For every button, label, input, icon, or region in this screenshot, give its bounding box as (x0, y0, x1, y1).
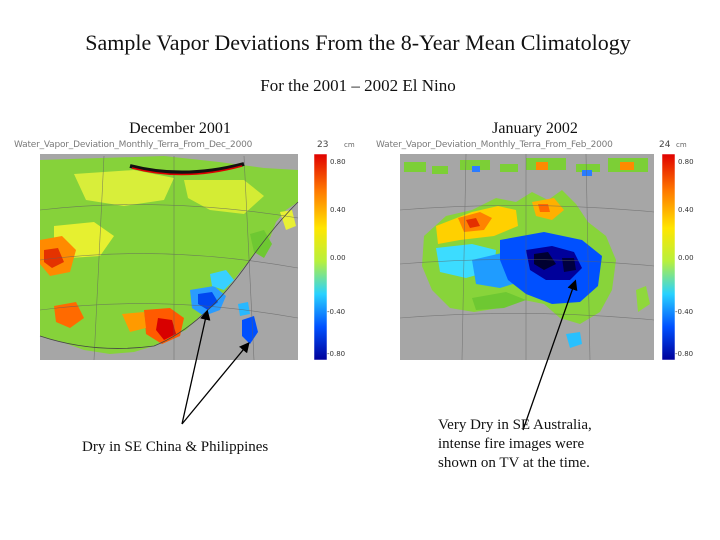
map-header-text: Water_Vapor_Deviation_Monthly_Terra_From… (376, 140, 613, 150)
annotation-se-china: Dry in SE China & Philippines (82, 439, 269, 455)
arrow-to-se-china (181, 309, 211, 425)
map-panel-australia: Water_Vapor_Deviation_Monthly_Terra_From… (376, 140, 706, 360)
colorbar-tick: 0.80 (678, 158, 694, 166)
colorbar-tick: 0.40 (678, 206, 694, 214)
panel-number: 23 (317, 140, 329, 150)
colorbar-tick: -0.80 (327, 350, 346, 358)
month-label-december: December 2001 (129, 120, 231, 137)
colorbar (661, 153, 676, 360)
annotation-se-australia: Very Dry in SE Australia, intense fire i… (438, 416, 592, 473)
colorbar (313, 153, 328, 360)
colorbar-tick: 0.40 (330, 206, 346, 214)
annotation-line: intense fire images were (438, 436, 585, 452)
panel-number: 24 (659, 140, 671, 150)
colorbar-tick: 0.00 (678, 254, 694, 262)
colorbar-tick: -0.40 (327, 308, 346, 316)
arrow-to-se-australia (522, 279, 578, 431)
slide-subtitle: For the 2001 – 2002 El Nino (260, 76, 456, 95)
map-header-text: Water_Vapor_Deviation_Monthly_Terra_From… (14, 140, 253, 150)
arrow-to-philippines (181, 341, 250, 425)
colorbar-tick: 0.00 (330, 254, 346, 262)
month-label-january: January 2002 (492, 120, 578, 137)
asia-deviation-map (39, 153, 328, 360)
colorbar-tick: 0.80 (330, 158, 346, 166)
annotation-line: shown on TV at the time. (438, 455, 590, 471)
map-panel-asia: Water_Vapor_Deviation_Monthly_Terra_From… (14, 140, 355, 360)
colorbar-tick: -0.80 (675, 350, 694, 358)
unit-label: cm (344, 141, 355, 149)
annotation-line: Very Dry in SE Australia, (438, 417, 592, 433)
unit-label: cm (676, 141, 687, 149)
colorbar-tick: -0.40 (675, 308, 694, 316)
slide-title: Sample Vapor Deviations From the 8-Year … (85, 30, 631, 55)
